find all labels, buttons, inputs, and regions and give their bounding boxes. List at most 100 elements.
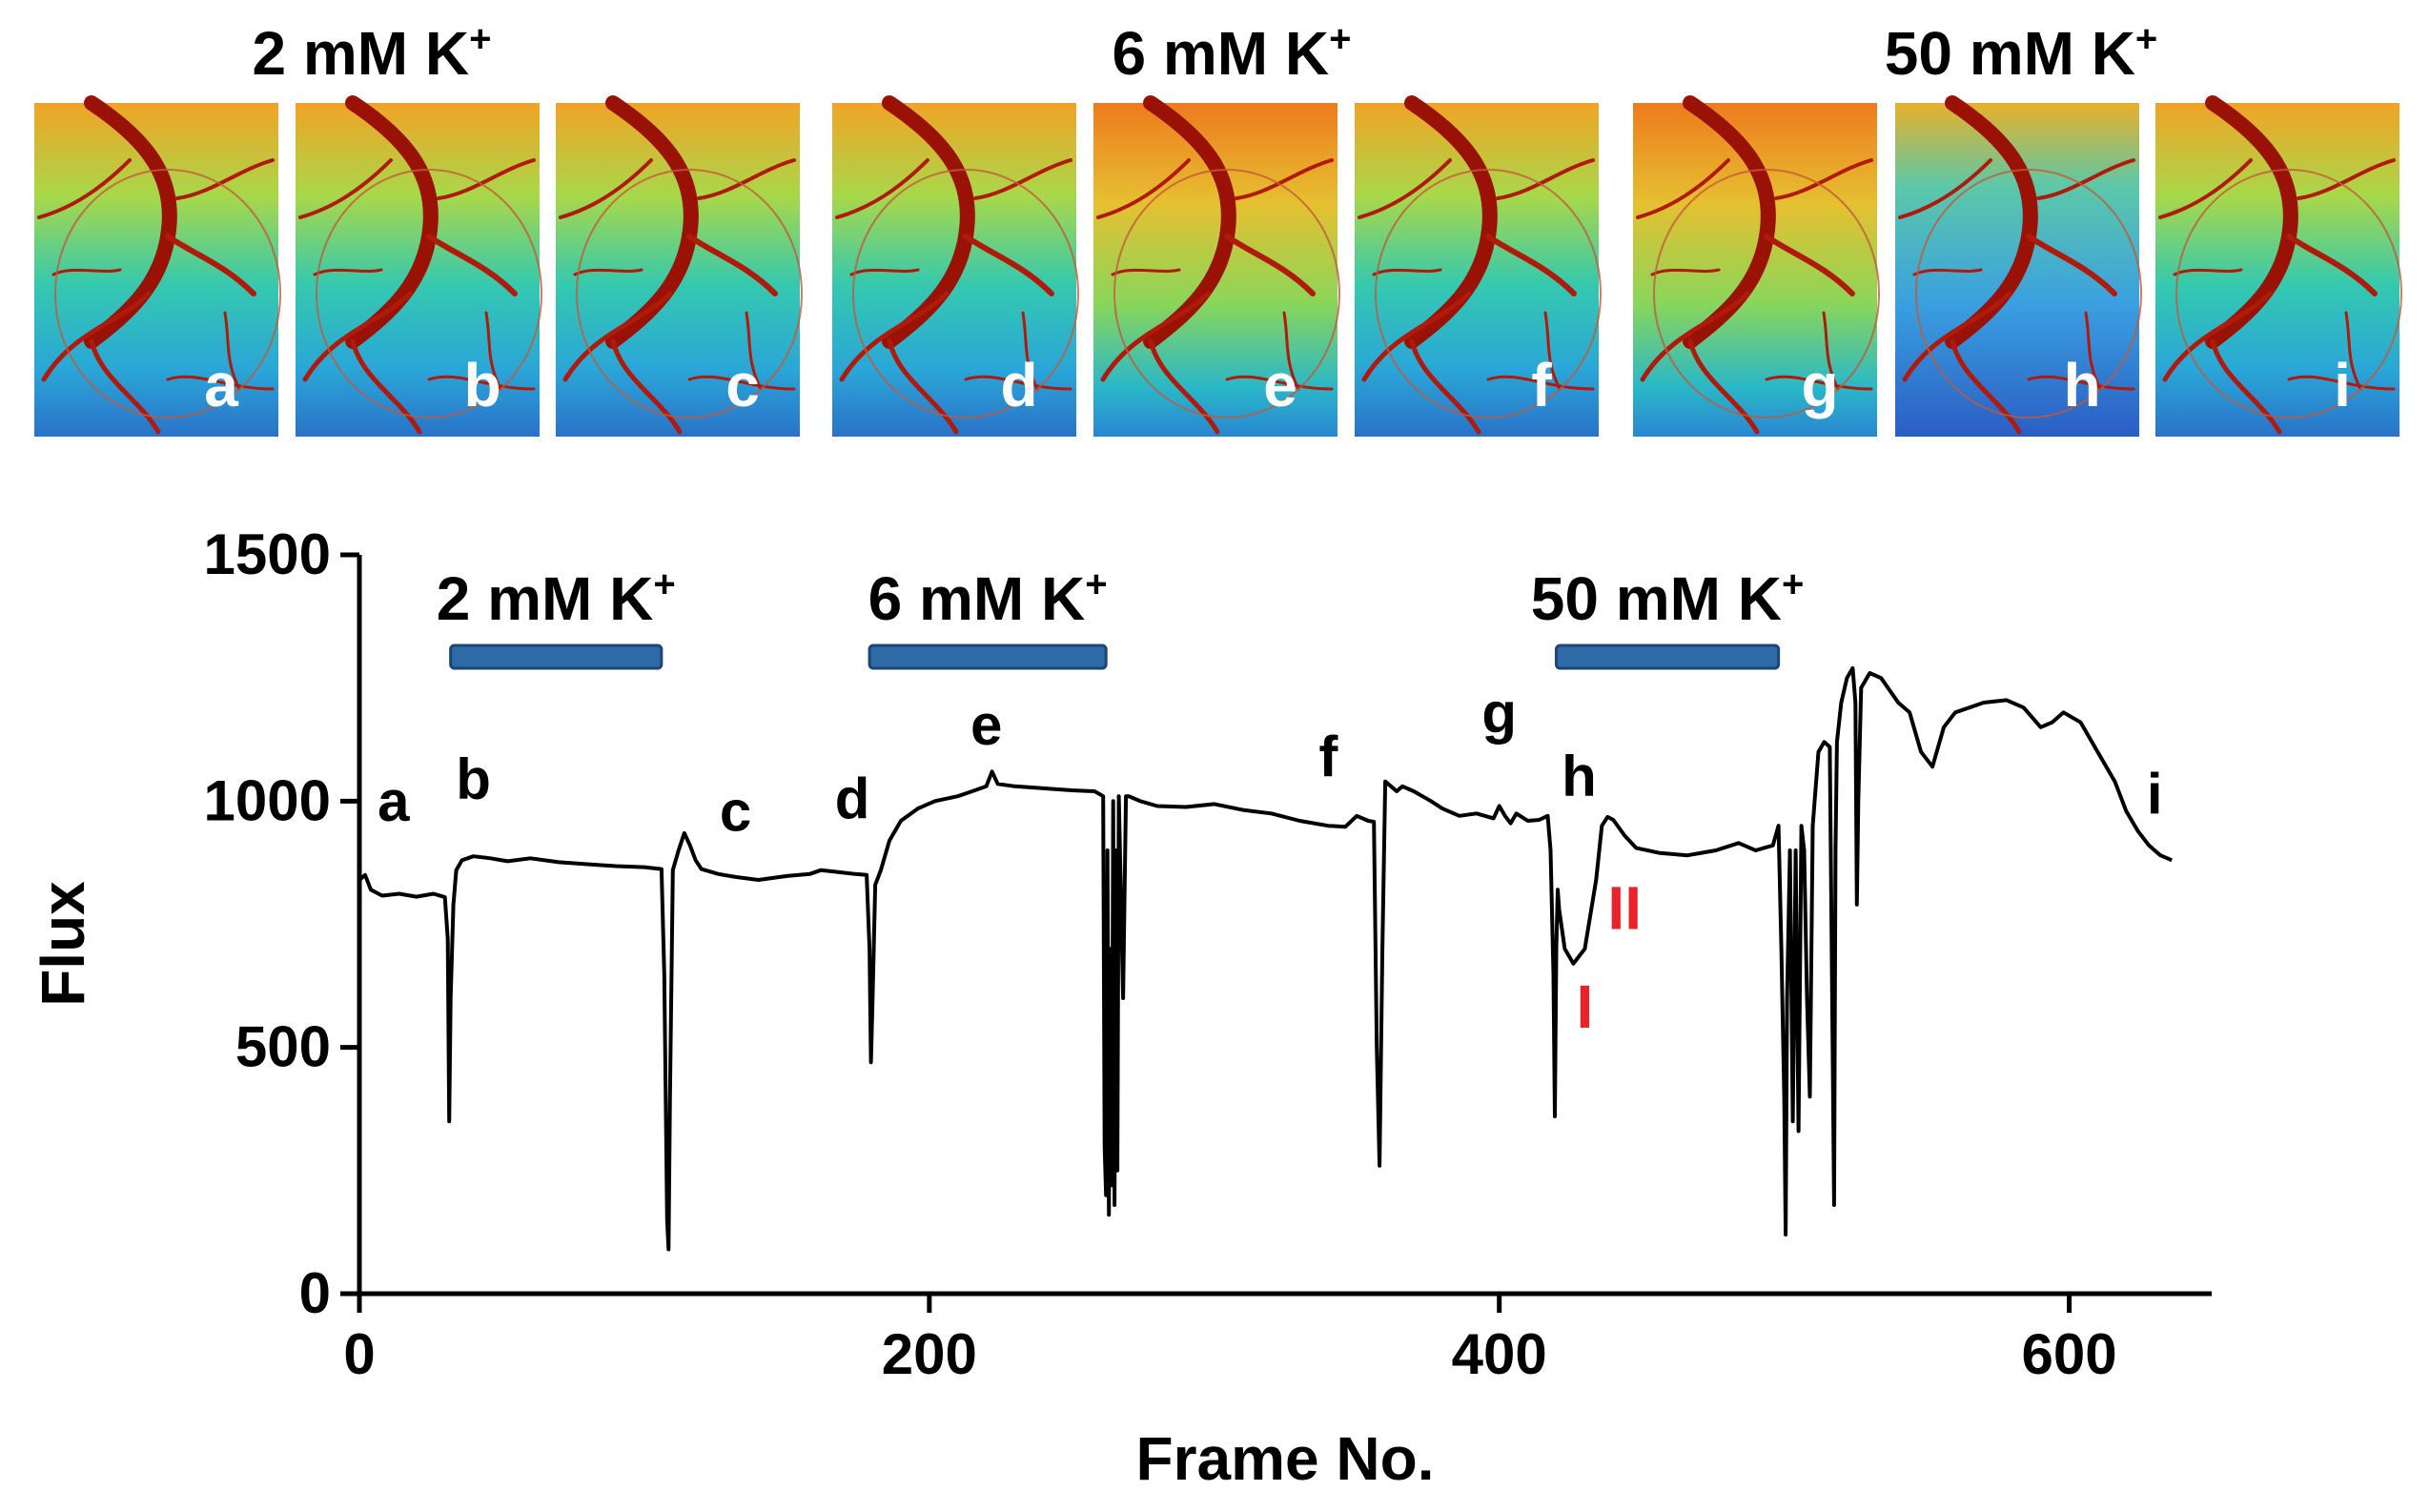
vessel-branch: [1096, 158, 1191, 219]
condition-label-sup: +: [1782, 563, 1804, 605]
vessel-branch: [1372, 268, 1442, 276]
window-outline: [576, 169, 803, 419]
vessel-branch: [1687, 338, 1760, 435]
vessel-branch: [437, 158, 536, 200]
image-panel: g: [1633, 95, 1880, 437]
vessel-branch: [1235, 158, 1334, 200]
vessel-branch: [302, 291, 413, 382]
vessel-branch: [1950, 338, 2022, 435]
image-panel: i: [2155, 95, 2402, 437]
vessel-branch: [1898, 158, 1992, 219]
vessel-branch: [1650, 268, 1721, 276]
point-label: d: [835, 766, 870, 830]
vessel-branch: [1409, 338, 1481, 435]
point-label: b: [456, 747, 491, 811]
panel-letter: h: [2063, 351, 2100, 419]
vessel-branch: [51, 268, 122, 276]
vessel-branch: [964, 375, 1072, 391]
axes: 0 500 1000 1500 0 200 400 600: [204, 522, 2212, 1386]
panel-group-label: 2 mM K+: [253, 18, 492, 88]
phase-annotation: II: [1607, 874, 1642, 943]
panel-letter: d: [1000, 351, 1037, 419]
vessel-branch: [835, 158, 929, 219]
vessel-branch: [1021, 311, 1039, 391]
panel-group-label: 6 mM K+: [1113, 18, 1352, 88]
y-tick-label: 1500: [204, 522, 331, 586]
y-tick-label: 1000: [204, 768, 331, 832]
image-panel: h: [1895, 95, 2142, 437]
vessel-branch: [37, 158, 132, 219]
vessel-branch: [887, 338, 959, 435]
vessel-pattern: [2158, 95, 2396, 435]
vessel-branch: [350, 338, 422, 435]
x-tick-label: 0: [343, 1322, 375, 1386]
window-outline: [54, 169, 281, 419]
image-panel: c: [556, 95, 803, 437]
vessel-branch: [2084, 311, 2102, 391]
condition-bar: [868, 644, 1108, 670]
vessel-branch: [313, 268, 383, 276]
vessel-branch: [2027, 375, 2135, 391]
vessel-branch: [175, 158, 275, 200]
panel-letter: c: [725, 351, 760, 419]
point-labels: a b c d e f gh i: [378, 681, 2162, 843]
point-label: c: [720, 779, 751, 843]
image-panel: b: [296, 95, 542, 437]
x-axis-label: Frame No.: [1136, 1424, 1435, 1493]
image-panel: f: [1355, 95, 1602, 437]
vessel-pattern: [1358, 95, 1595, 435]
condition-label-sup: +: [653, 563, 675, 605]
window-outline: [2175, 169, 2402, 419]
series-layer: [357, 665, 2173, 1252]
vessel-branch: [2286, 234, 2378, 296]
vessel-branch: [745, 311, 763, 391]
vessel-branch: [1485, 234, 1577, 296]
window-outline: [1375, 169, 1602, 419]
vessel-branch: [165, 234, 256, 296]
vessel-branch: [166, 375, 275, 391]
window-outline: [1915, 169, 2142, 419]
condition-label-text: 50 mM K: [1531, 564, 1782, 633]
window-outline: [1113, 169, 1340, 419]
vessel-branch: [973, 158, 1072, 200]
condition-label-sup: +: [1085, 563, 1107, 605]
panel-group-label: 50 mM K+: [1885, 18, 2158, 88]
condition-label-text: 6 mM K: [868, 564, 1086, 633]
vessel-branch: [427, 375, 536, 391]
vessel-pattern: [1898, 95, 2135, 435]
vessel-branch: [1224, 234, 1316, 296]
vessel-branch: [1358, 158, 1452, 219]
vessel-branch: [1148, 338, 1220, 435]
vessel-branch: [559, 158, 653, 219]
y-tick-label: 500: [235, 1015, 331, 1079]
vessel-branch: [1111, 268, 1181, 276]
condition-label: 6 mM K+: [868, 563, 1108, 633]
vessel-pattern: [298, 95, 536, 435]
vessel-branch: [610, 338, 683, 435]
vessel-branch: [2173, 268, 2243, 276]
vessel-branch: [1496, 158, 1595, 200]
panel-letter: e: [1263, 351, 1297, 419]
window-outline: [316, 169, 542, 419]
series-line: [357, 665, 2173, 1252]
panel-letter: g: [1801, 351, 1838, 419]
vessel-branch: [1774, 158, 1873, 200]
vessel-branch: [2287, 375, 2396, 391]
vessel-branch: [2036, 158, 2135, 200]
vessel-branch: [1100, 291, 1211, 382]
vessel-pattern: [1636, 95, 1873, 435]
point-label: i: [2147, 762, 2163, 826]
vessel-branch: [2162, 291, 2273, 382]
vessel-branch: [89, 338, 161, 435]
vessel-branch: [1636, 158, 1730, 219]
vessel-branch: [223, 311, 241, 391]
annotations: III: [1576, 874, 1642, 1041]
panel-letter: b: [463, 351, 500, 419]
vessel-branch: [1543, 311, 1562, 391]
vessel-pattern: [835, 95, 1072, 435]
point-label: h: [1562, 745, 1597, 808]
panel-letter: f: [1531, 351, 1552, 419]
point-label: a: [378, 769, 410, 833]
